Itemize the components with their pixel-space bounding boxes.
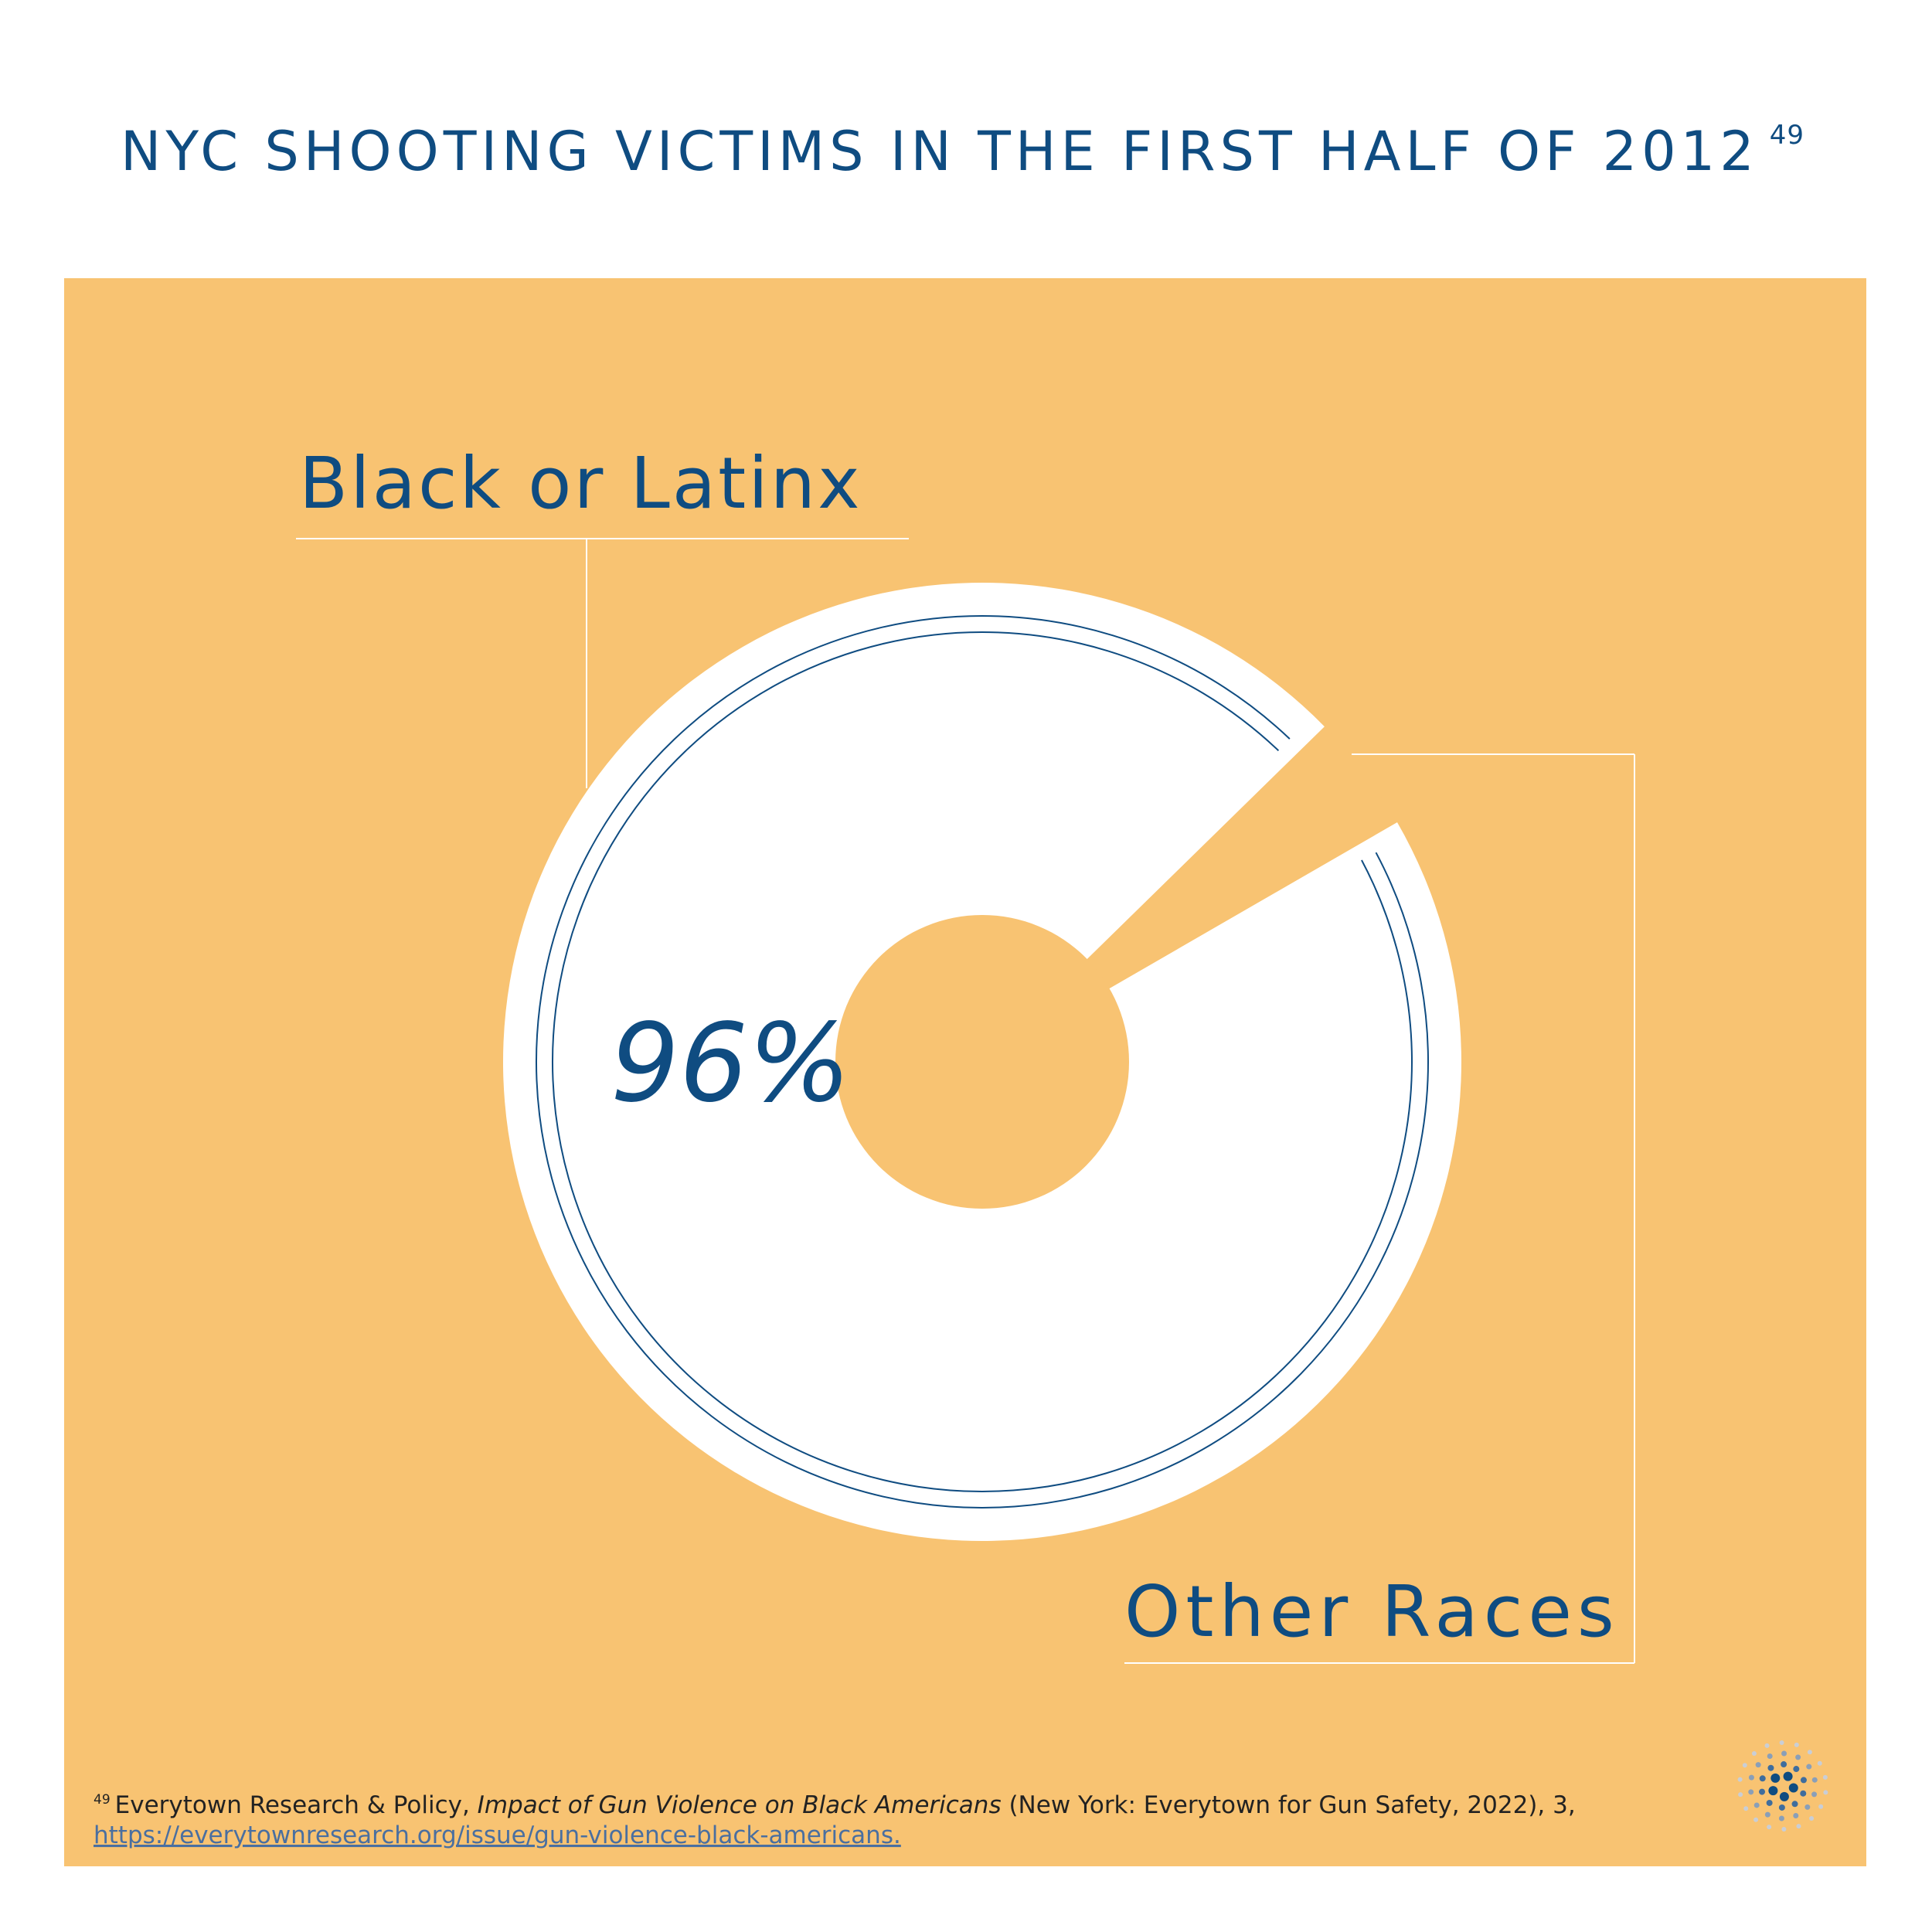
logo-dot [1767, 1753, 1773, 1760]
title-text: NYC SHOOTING VICTIMS IN THE FIRST HALF O… [121, 120, 1759, 183]
footnote-url[interactable]: https://everytownresearch.org/issue/gun-… [94, 1821, 901, 1849]
logo-dot [1796, 1824, 1801, 1829]
logo-dot [1811, 1791, 1818, 1798]
logo-dot [1759, 1775, 1766, 1782]
footnote-work: Impact of Gun Violence on Black American… [478, 1791, 1002, 1819]
logo-dot [1764, 1811, 1770, 1818]
logo-dot [1783, 1771, 1793, 1781]
logo-dot [1793, 1766, 1800, 1773]
logo-dot [1737, 1777, 1743, 1782]
logo-dot [1818, 1804, 1824, 1809]
footnote-publication: (New York: Everytown for Gun Safety, 202… [1002, 1791, 1576, 1819]
logo-dot [1781, 1826, 1787, 1832]
logo-dot [1738, 1792, 1743, 1798]
logo-dot [1781, 1750, 1787, 1757]
footnote-source: Everytown Research & Policy, [115, 1791, 478, 1819]
logo-dot [1767, 1825, 1772, 1830]
logo-dot [1767, 1764, 1774, 1771]
logo-dot [1817, 1760, 1822, 1766]
logo-dot [1748, 1789, 1754, 1795]
logo-dot [1822, 1774, 1828, 1780]
logo-dot [1811, 1777, 1818, 1783]
logo-dot [1800, 1790, 1807, 1797]
logo-dot [1768, 1786, 1778, 1796]
logo-dot [1781, 1761, 1787, 1768]
logo-dot [1791, 1801, 1798, 1808]
logo-dot [1753, 1817, 1759, 1822]
chart-title: NYC SHOOTING VICTIMS IN THE FIRST HALF O… [121, 120, 1804, 183]
logo [1737, 1740, 1828, 1832]
logo-dot [1770, 1773, 1781, 1783]
logo-dot [1823, 1790, 1828, 1795]
donut-hole [835, 915, 1129, 1209]
logo-dot [1753, 1802, 1760, 1808]
logo-dot [1764, 1743, 1770, 1748]
logo-dot [1748, 1774, 1754, 1781]
logo-dot [1809, 1815, 1815, 1821]
footnote: 49 Everytown Research & Policy, Impact of… [94, 1791, 1576, 1819]
pie [503, 583, 1462, 1541]
footnote-marker: 49 [94, 1792, 111, 1808]
logo-dot [1778, 1815, 1784, 1821]
logo-dot [1755, 1762, 1761, 1768]
logo-dot [1779, 1791, 1789, 1801]
logo-dot [1743, 1806, 1749, 1811]
logo-dot [1807, 1750, 1812, 1755]
slice-ring [551, 631, 1413, 1492]
logo-dot [1806, 1764, 1812, 1770]
logo-dot [1794, 1742, 1799, 1747]
category-label: Other Races [1124, 1570, 1620, 1653]
logo-dot [1766, 1799, 1773, 1806]
slice-ring [536, 615, 1430, 1509]
logo-dot [1795, 1754, 1801, 1760]
logo-dot [1742, 1763, 1747, 1768]
title-note: 49 [1770, 120, 1804, 151]
logo-dot [1793, 1812, 1799, 1818]
logo-dot [1759, 1788, 1766, 1795]
logo-dot [1800, 1777, 1807, 1784]
logo-dot [1804, 1804, 1811, 1810]
logo-dot [1751, 1751, 1757, 1757]
logo-dot [1788, 1783, 1798, 1793]
logo-dot [1779, 1740, 1784, 1746]
category-label: Black or Latinx [299, 442, 862, 525]
value-label: 96% [611, 1001, 851, 1127]
logo-dot [1778, 1804, 1785, 1811]
